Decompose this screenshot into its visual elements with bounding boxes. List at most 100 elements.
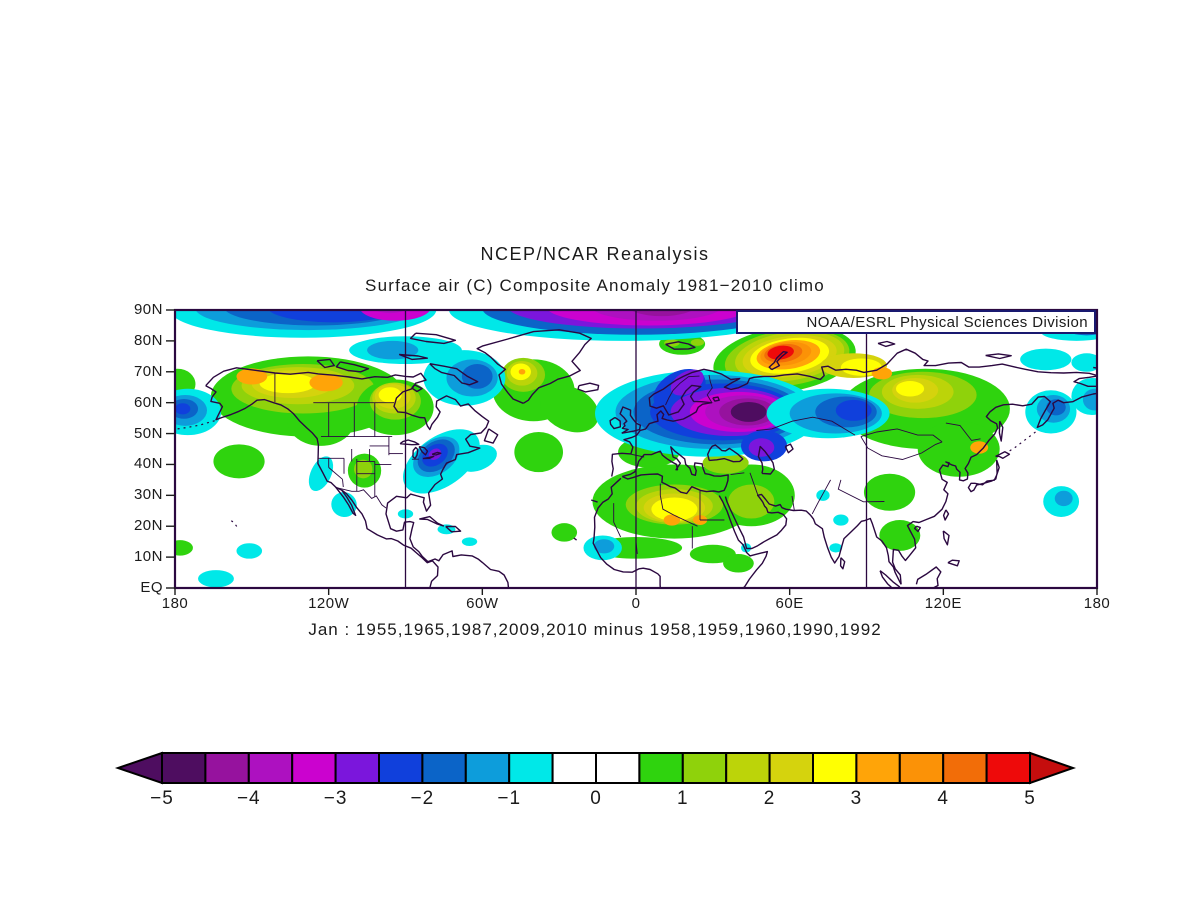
credit-text: NOAA/ESRL Physical Sciences Division — [806, 314, 1088, 331]
anomaly-right-edge-lblue — [1082, 388, 1097, 411]
anomaly-arctic-na-magenta — [360, 310, 431, 321]
anomaly-chukchi-cyan — [1071, 353, 1097, 372]
lon-tick-label: 60W — [466, 595, 499, 612]
anomaly-svalbard-ygreen2 — [690, 339, 705, 346]
colorbar-segment — [898, 752, 945, 784]
colorbar-tick-label: 2 — [763, 788, 776, 809]
colorbar-tick-label: 0 — [590, 788, 602, 809]
colorbar-segment — [812, 752, 858, 784]
colorbar-tick-label: 3 — [850, 788, 863, 809]
anomaly-neus-tail-cyan — [457, 444, 497, 472]
anomaly-india-cyan-2 — [833, 514, 849, 526]
lat-tick-label: 70N — [133, 362, 163, 380]
lon-tick-label: 60E — [775, 595, 804, 612]
colorbar-segment — [291, 752, 337, 784]
anomaly-nwcanada-orange — [309, 373, 343, 392]
colorbar-segment — [725, 752, 771, 784]
anomaly-arctic-atl-purple — [630, 310, 693, 317]
plot-subtitle: Surface air (C) Composite Anomaly 1981−2… — [365, 276, 825, 295]
anomaly-wafrica-lblue — [593, 539, 615, 554]
lat-tick-label: 30N — [133, 486, 163, 504]
lon-tick-label: 180 — [161, 595, 189, 612]
lat-tick-label: 80N — [133, 331, 163, 349]
anomaly-pacific-green-eq — [175, 540, 193, 556]
anomaly-arabia-ygreen — [728, 484, 775, 519]
colorbar-segment — [421, 752, 467, 784]
anomaly-wcoast-cyan — [308, 456, 334, 492]
colorbar-tick-label: −5 — [150, 788, 174, 809]
colorbar-tick-label: −2 — [410, 788, 435, 809]
anomaly-taymyr-orange — [871, 367, 893, 380]
anomaly-kamchatka-mblue — [1046, 399, 1066, 416]
anomaly-greenland-green-se — [540, 385, 599, 433]
colorbar-segment — [161, 752, 207, 784]
colorbar-tick-label: 5 — [1024, 788, 1036, 809]
lat-tick-label: 50N — [133, 424, 163, 442]
lat-tick-label: 10N — [133, 548, 163, 566]
anomaly-siberia-warm-green-se — [917, 421, 1000, 477]
colorbar-tick-label: 1 — [677, 788, 689, 809]
anomaly-libya-orange — [663, 514, 681, 526]
colorbar-segment — [378, 752, 424, 784]
colorbar-segment — [638, 752, 684, 784]
meridian-gridlines — [404, 310, 868, 588]
colorbar-over-arrow — [1029, 751, 1077, 785]
anomaly-alaska-orange — [236, 368, 268, 385]
anomaly-baffin-mblue — [461, 364, 493, 389]
anomaly-hudson-yellow — [378, 387, 402, 403]
anomaly-field — [175, 310, 1097, 588]
credit-box: NOAA/ESRL Physical Sciences Division — [736, 310, 1096, 334]
colorbar-under-arrow — [114, 751, 163, 785]
colorbar-segment — [247, 752, 294, 784]
anomaly-india-cyan-1 — [816, 489, 830, 501]
lon-tick-label: 0 — [631, 595, 641, 612]
anomaly-siberia-warm-yellow — [895, 381, 925, 397]
coastlines — [205, 329, 1097, 588]
colorbar-segment — [551, 752, 597, 784]
island-chains — [177, 419, 1036, 528]
colorbar-segment — [985, 752, 1031, 784]
anomaly-central-siberia-blue — [835, 399, 872, 421]
lat-tick-label: 40N — [133, 455, 163, 473]
lat-tick-label: EQ — [140, 579, 163, 596]
anomaly-ne-siberia-cyan — [1020, 348, 1072, 371]
colorbar-segment — [508, 752, 554, 784]
anomaly-atlantic-green-s — [551, 523, 578, 542]
anomaly-caribbean-cyan-2 — [461, 537, 478, 546]
anomaly-horn-green — [723, 554, 754, 573]
colorbar-tick-label: −1 — [497, 788, 522, 809]
axis-ticks — [166, 309, 1098, 595]
anomaly-greenland-orange — [518, 368, 526, 375]
lat-tick-label: 60N — [133, 393, 163, 411]
anomaly-kara-red — [767, 345, 794, 360]
composite-caption: Jan : 1955,1965,1987,2009,2010 minus 195… — [308, 620, 882, 639]
anomaly-china-warm-green — [863, 473, 916, 511]
anomaly-canadian-arctic-lblue — [367, 340, 419, 360]
plot-title: NCEP/NCAR Reanalysis — [480, 244, 710, 264]
colorbar-segment — [681, 752, 728, 784]
anomaly-pacific-green — [213, 444, 265, 479]
colorbar-tick-label: −3 — [323, 788, 348, 809]
anomaly-pacific-eq-cyan — [198, 570, 234, 588]
anomaly-africa-yellow — [651, 497, 698, 521]
anomaly-atlantic-green — [514, 432, 564, 473]
lon-tick-label: 120E — [924, 595, 962, 612]
colorbar-segment — [595, 752, 641, 784]
colorbar-tick-label: 4 — [937, 788, 949, 809]
colorbar-segment — [464, 752, 511, 784]
anomaly-east-of-japan-lblue — [1054, 490, 1073, 507]
anomaly-pacific-itcz-cyan — [236, 543, 263, 559]
anomaly-sudan-green — [689, 544, 736, 564]
lon-tick-label: 120W — [308, 595, 350, 612]
colorbar-bar — [114, 751, 1077, 785]
colorbar-segment — [942, 752, 988, 784]
anomaly-vladivostok-orange — [970, 441, 989, 454]
lat-tick-label: 20N — [133, 517, 163, 535]
anomaly-bering-core — [175, 403, 191, 415]
colorbar-tick-label: −4 — [236, 788, 261, 809]
anomaly-turkey-ygreen — [702, 452, 749, 474]
anomaly-europe-russia-dpurple — [730, 402, 767, 422]
anomaly-seasia-warm-green — [879, 520, 921, 551]
